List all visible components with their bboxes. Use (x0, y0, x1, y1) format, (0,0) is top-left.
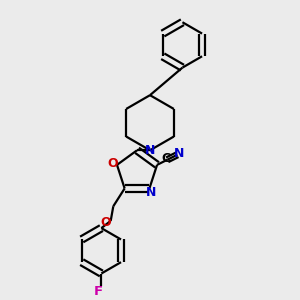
Text: N: N (146, 186, 156, 199)
Text: O: O (100, 216, 111, 229)
Text: C: C (161, 152, 170, 165)
Text: N: N (174, 147, 184, 160)
Text: N: N (145, 144, 155, 157)
Text: F: F (94, 285, 103, 298)
Text: O: O (108, 157, 118, 170)
